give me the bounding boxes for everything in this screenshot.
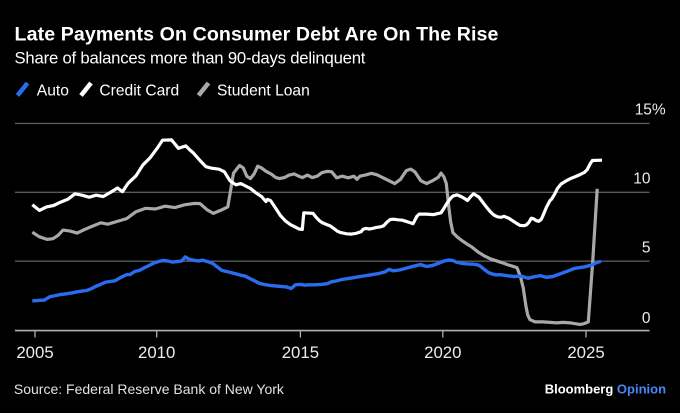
svg-text:5: 5 — [642, 239, 651, 256]
svg-text:10: 10 — [633, 171, 651, 188]
svg-text:Late Payments On Consumer Debt: Late Payments On Consumer Debt Are On Th… — [15, 24, 499, 46]
svg-text:15%: 15% — [635, 102, 666, 119]
svg-text:Source: Federal Reserve Bank o: Source: Federal Reserve Bank of New York — [14, 381, 285, 397]
svg-text:2015: 2015 — [282, 343, 319, 362]
svg-text:Student Loan: Student Loan — [217, 83, 310, 100]
svg-text:0: 0 — [642, 310, 651, 327]
svg-text:Auto: Auto — [37, 83, 69, 100]
svg-text:Credit Card: Credit Card — [99, 83, 179, 100]
svg-text:2020: 2020 — [424, 343, 461, 362]
svg-text:2005: 2005 — [16, 343, 53, 362]
svg-text:2010: 2010 — [138, 343, 175, 362]
svg-text:Share of balances more than 90: Share of balances more than 90-days deli… — [15, 49, 366, 68]
svg-text:Bloomberg Opinion: Bloomberg Opinion — [545, 382, 666, 397]
svg-text:2025: 2025 — [567, 343, 604, 362]
